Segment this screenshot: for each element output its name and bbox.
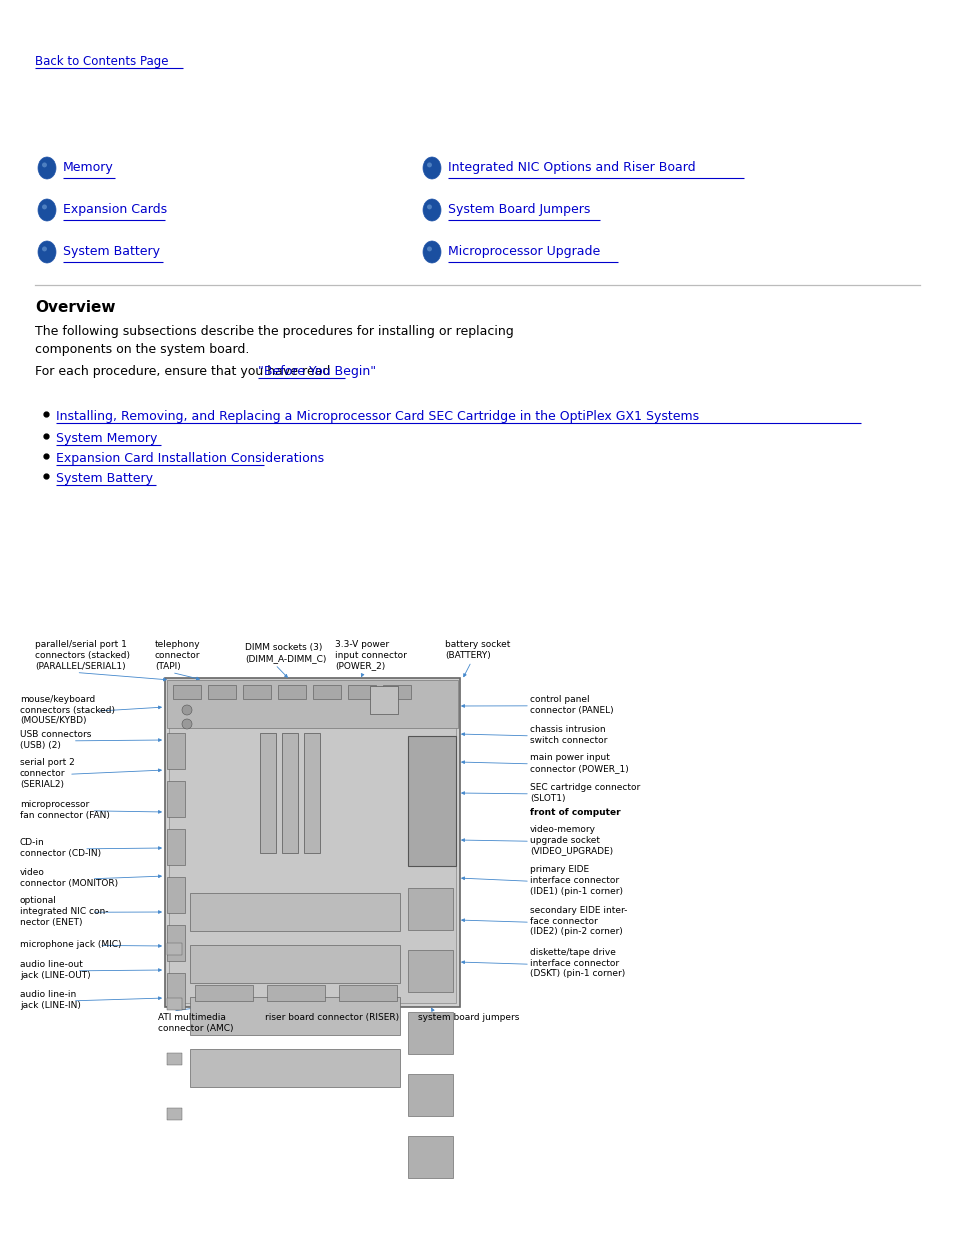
Bar [167, 1108, 182, 1120]
Bar [167, 944, 182, 955]
Text: Memory: Memory [63, 162, 113, 174]
Text: front of computer: front of computer [530, 808, 620, 818]
Ellipse shape [38, 199, 56, 221]
Text: Expansion Cards: Expansion Cards [63, 204, 167, 216]
Text: ATI multimedia
connector (AMC): ATI multimedia connector (AMC) [158, 1013, 233, 1032]
Text: serial port 2
connector
(SERIAL2): serial port 2 connector (SERIAL2) [20, 758, 74, 788]
Bar [167, 877, 185, 913]
Ellipse shape [427, 205, 432, 210]
Bar [190, 945, 399, 983]
Text: For each procedure, ensure that you have read: For each procedure, ensure that you have… [35, 366, 334, 378]
Bar [172, 685, 201, 699]
Bar [190, 1049, 399, 1087]
Text: mouse/keyboard
connectors (stacked)
(MOUSE/KYBD): mouse/keyboard connectors (stacked) (MOU… [20, 695, 115, 725]
Circle shape [182, 705, 192, 715]
Bar [208, 685, 235, 699]
Bar [277, 685, 306, 699]
Bar [167, 973, 185, 1009]
Text: riser board connector (RISER): riser board connector (RISER) [265, 1013, 398, 1023]
Ellipse shape [42, 163, 47, 168]
Text: video
connector (MONITOR): video connector (MONITOR) [20, 868, 118, 888]
Text: Expansion Card Installation Considerations: Expansion Card Installation Consideratio… [56, 452, 324, 466]
Text: microprocessor
fan connector (FAN): microprocessor fan connector (FAN) [20, 800, 110, 820]
Text: primary EIDE
interface connector
(IDE1) (pin-1 corner): primary EIDE interface connector (IDE1) … [530, 864, 622, 895]
Ellipse shape [42, 205, 47, 210]
Text: SEC cartridge connector
(SLOT1): SEC cartridge connector (SLOT1) [530, 783, 639, 803]
Text: audio line-in
jack (LINE-IN): audio line-in jack (LINE-IN) [20, 990, 81, 1010]
Bar [190, 893, 399, 931]
Bar [260, 734, 275, 853]
Text: microphone jack (MIC): microphone jack (MIC) [20, 940, 121, 948]
Bar [267, 986, 325, 1002]
Bar [243, 685, 271, 699]
Text: battery socket
(BATTERY): battery socket (BATTERY) [444, 640, 510, 659]
Bar [167, 680, 457, 727]
Bar [338, 986, 396, 1002]
Ellipse shape [427, 163, 432, 168]
Text: CD-in
connector (CD-IN): CD-in connector (CD-IN) [20, 839, 101, 858]
Ellipse shape [427, 247, 432, 252]
Ellipse shape [422, 241, 440, 263]
Text: main power input
connector (POWER_1): main power input connector (POWER_1) [530, 753, 628, 773]
Text: System Board Jumpers: System Board Jumpers [448, 204, 590, 216]
Text: System Memory: System Memory [56, 432, 157, 445]
Text: Installing, Removing, and Replacing a Microprocessor Card SEC Cartridge in the O: Installing, Removing, and Replacing a Mi… [56, 410, 699, 424]
Bar [167, 925, 185, 961]
Bar [304, 734, 319, 853]
Text: secondary EIDE inter-
face connector
(IDE2) (pin-2 corner): secondary EIDE inter- face connector (ID… [530, 906, 627, 936]
Text: parallel/serial port 1
connectors (stacked)
(PARALLEL/SERIAL1): parallel/serial port 1 connectors (stack… [35, 640, 130, 671]
Bar [167, 1053, 182, 1065]
Bar [194, 986, 253, 1002]
Ellipse shape [422, 199, 440, 221]
Ellipse shape [42, 247, 47, 252]
Bar [408, 1011, 453, 1053]
Bar [382, 685, 411, 699]
Bar [165, 678, 459, 1007]
Text: diskette/tape drive
interface connector
(DSKT) (pin-1 corner): diskette/tape drive interface connector … [530, 948, 624, 978]
Text: DIMM sockets (3)
(DIMM_A-DIMM_C): DIMM sockets (3) (DIMM_A-DIMM_C) [245, 643, 326, 663]
Text: audio line-out
jack (LINE-OUT): audio line-out jack (LINE-OUT) [20, 960, 91, 979]
Bar [167, 998, 182, 1010]
Text: system board jumpers: system board jumpers [417, 1013, 518, 1023]
Text: chassis intrusion
switch connector: chassis intrusion switch connector [530, 725, 607, 745]
Text: 3.3-V power
input connector
(POWER_2): 3.3-V power input connector (POWER_2) [335, 640, 406, 671]
Ellipse shape [422, 157, 440, 179]
Text: control panel
connector (PANEL): control panel connector (PANEL) [530, 695, 613, 715]
Text: Integrated NIC Options and Riser Board: Integrated NIC Options and Riser Board [448, 162, 695, 174]
Bar [370, 685, 397, 714]
Bar [408, 950, 453, 992]
Text: The following subsections describe the procedures for installing or replacing
co: The following subsections describe the p… [35, 325, 514, 356]
Text: telephony
connector
(TAPI): telephony connector (TAPI) [154, 640, 200, 671]
Text: System Battery: System Battery [56, 472, 152, 485]
Text: Back to Contents Page: Back to Contents Page [35, 56, 169, 68]
Text: optional
integrated NIC con-
nector (ENET): optional integrated NIC con- nector (ENE… [20, 897, 109, 926]
Bar [408, 736, 456, 866]
Text: USB connectors
(USB) (2): USB connectors (USB) (2) [20, 730, 91, 750]
Ellipse shape [38, 241, 56, 263]
Bar [348, 685, 375, 699]
Bar [167, 734, 185, 769]
Ellipse shape [38, 157, 56, 179]
Bar [408, 1136, 453, 1178]
Text: "Before You Begin": "Before You Begin" [258, 366, 375, 378]
Text: Microprocessor Upgrade: Microprocessor Upgrade [448, 246, 599, 258]
Text: System Battery: System Battery [63, 246, 160, 258]
Circle shape [182, 719, 192, 729]
Bar [313, 685, 340, 699]
Text: Overview: Overview [35, 300, 115, 315]
Bar [167, 781, 185, 818]
Bar [167, 829, 185, 864]
Text: video-memory
upgrade socket
(VIDEO_UPGRADE): video-memory upgrade socket (VIDEO_UPGRA… [530, 825, 613, 856]
Bar [408, 1074, 453, 1116]
Bar [282, 734, 297, 853]
Bar [169, 682, 456, 1003]
Bar [190, 997, 399, 1035]
Bar [408, 888, 453, 930]
